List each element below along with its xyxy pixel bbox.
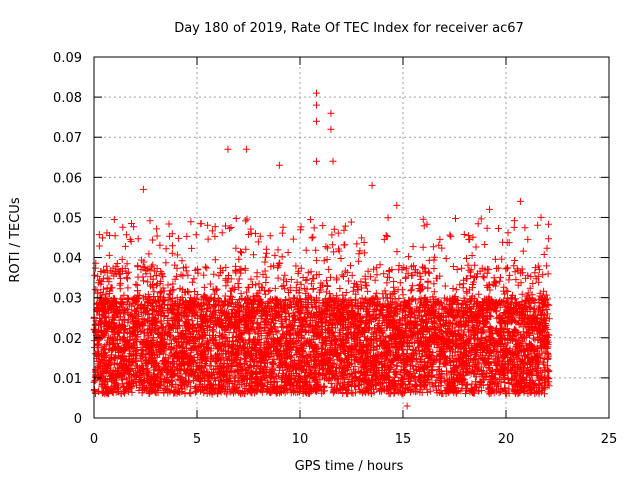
x-tick-label: 20 bbox=[498, 432, 515, 447]
y-tick-label: 0.03 bbox=[53, 292, 82, 307]
y-tick-label: 0.04 bbox=[53, 252, 82, 267]
y-tick-label: 0.08 bbox=[53, 91, 82, 106]
x-tick-label: 5 bbox=[193, 432, 201, 447]
x-axis-label: GPS time / hours bbox=[295, 459, 404, 474]
points-layer bbox=[90, 89, 553, 410]
x-tick-label: 0 bbox=[90, 432, 98, 447]
labels-layer: 0 0.01 0.02 0.03 0.04 0.05 0.06 0.07 0.08 0.09 0 5 1… bbox=[53, 51, 617, 447]
y-tick-label: 0.01 bbox=[53, 372, 82, 387]
x-tick-label: 10 bbox=[292, 432, 309, 447]
y-tick-label: 0 bbox=[74, 412, 82, 427]
y-axis-label: ROTI / TECUs bbox=[8, 197, 23, 282]
y-tick-label: 0.06 bbox=[53, 171, 82, 186]
y-tick-label: 0.07 bbox=[53, 131, 82, 146]
data-markers bbox=[90, 89, 553, 410]
y-tick-label: 0.05 bbox=[53, 211, 82, 226]
chart-title: Day 180 of 2019, Rate Of TEC Index for r… bbox=[174, 21, 524, 36]
plot-frame bbox=[93, 56, 610, 419]
ticks-layer bbox=[93, 56, 610, 419]
y-tick-label: 0.02 bbox=[53, 332, 82, 347]
x-tick-label: 25 bbox=[601, 432, 618, 447]
x-tick-label: 15 bbox=[395, 432, 412, 447]
y-tick-label: 0.09 bbox=[53, 51, 82, 66]
